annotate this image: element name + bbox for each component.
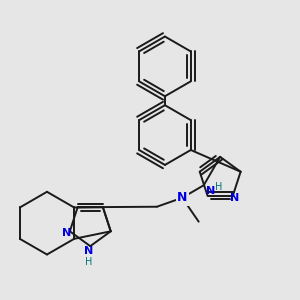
Text: N: N xyxy=(62,228,71,238)
Text: H: H xyxy=(85,257,92,267)
Text: N: N xyxy=(206,186,216,196)
Text: N: N xyxy=(230,193,239,203)
Text: H: H xyxy=(215,182,223,192)
Text: N: N xyxy=(177,191,188,204)
Text: N: N xyxy=(84,246,93,256)
